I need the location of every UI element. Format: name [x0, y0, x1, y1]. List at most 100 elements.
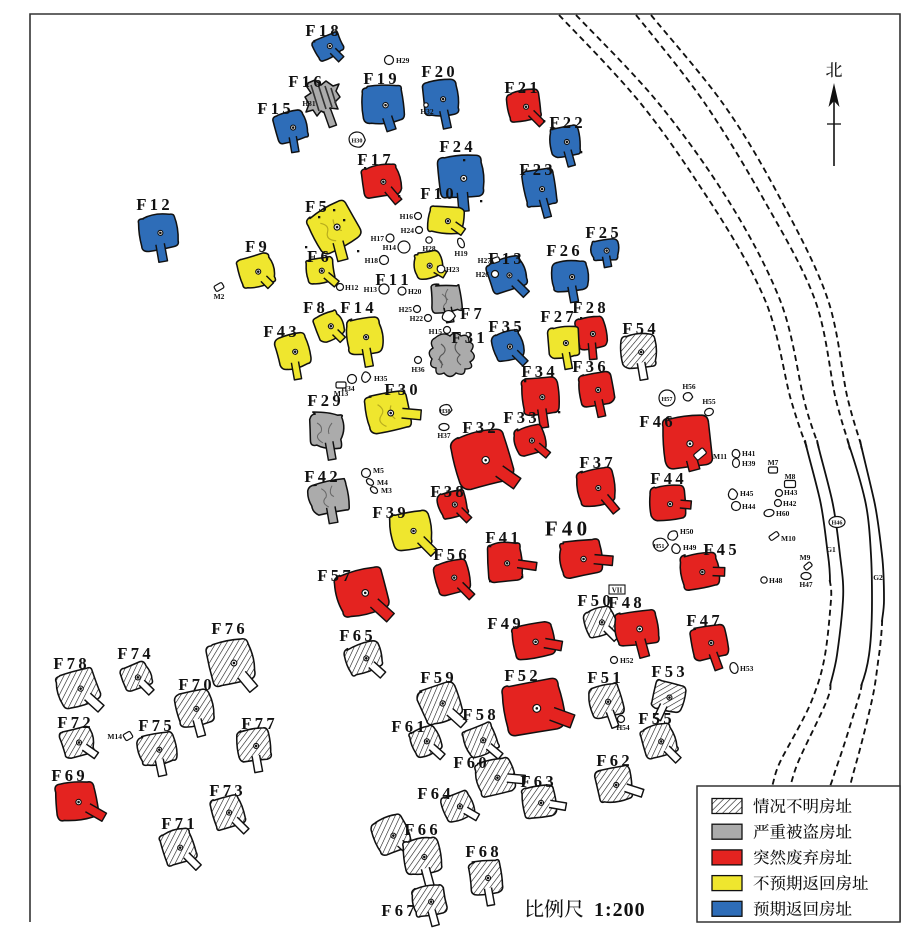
- svg-text:H28: H28: [422, 244, 436, 253]
- svg-text:F 3 9: F 3 9: [372, 503, 405, 522]
- svg-text:F 6 7: F 6 7: [381, 901, 414, 920]
- svg-text:H32: H32: [420, 107, 434, 116]
- svg-text:H12: H12: [345, 283, 359, 292]
- svg-text:F 7 0: F 7 0: [178, 675, 211, 694]
- svg-text:F 4 1: F 4 1: [485, 528, 518, 547]
- svg-text:F 4 3: F 4 3: [263, 322, 296, 341]
- svg-text:F 4 2: F 4 2: [304, 467, 337, 486]
- svg-text:F 3 2: F 3 2: [462, 418, 495, 437]
- svg-text:H34: H34: [341, 384, 355, 393]
- svg-text:F 4 8: F 4 8: [608, 593, 641, 612]
- svg-text:F 2 3: F 2 3: [519, 160, 552, 179]
- svg-text:F 9: F 9: [245, 237, 267, 256]
- svg-text:F 3 3: F 3 3: [503, 408, 536, 427]
- svg-text:F 2 1: F 2 1: [504, 78, 537, 97]
- svg-text:H29: H29: [396, 56, 410, 65]
- svg-text:M13: M13: [334, 389, 349, 398]
- svg-text:F 6 4: F 6 4: [417, 784, 450, 803]
- svg-text:F 2 7: F 2 7: [540, 307, 573, 326]
- svg-text:F 4 9: F 4 9: [487, 614, 520, 633]
- svg-text:H52: H52: [620, 656, 634, 665]
- svg-text:H46: H46: [831, 520, 842, 527]
- svg-text:F 1 0: F 1 0: [420, 184, 453, 203]
- svg-text:F 7 3: F 7 3: [209, 781, 242, 800]
- svg-text:H45: H45: [740, 489, 754, 498]
- svg-text:H50: H50: [680, 527, 694, 536]
- svg-text:M11: M11: [713, 452, 727, 461]
- svg-text:F 3 7: F 3 7: [579, 453, 612, 472]
- svg-text:H60: H60: [776, 509, 790, 518]
- svg-text:F 6 9: F 6 9: [51, 766, 84, 785]
- svg-text:H13: H13: [364, 285, 378, 294]
- svg-text:H42: H42: [783, 499, 797, 508]
- svg-text:H38: H38: [439, 408, 450, 415]
- svg-text:F 5 5: F 5 5: [638, 709, 671, 728]
- svg-text:F 7 8: F 7 8: [53, 654, 86, 673]
- svg-text:F 4 7: F 4 7: [686, 611, 719, 630]
- svg-text:H16: H16: [400, 212, 414, 221]
- svg-text:H18: H18: [365, 256, 379, 265]
- svg-text:M5: M5: [373, 466, 384, 475]
- svg-text:M14: M14: [107, 732, 122, 741]
- svg-text:G1: G1: [826, 545, 836, 554]
- svg-text:G2: G2: [873, 573, 883, 582]
- svg-text:F 6 2: F 6 2: [596, 751, 629, 770]
- svg-text:H17: H17: [371, 234, 385, 243]
- svg-text:F 1 2: F 1 2: [136, 195, 169, 214]
- svg-text:F 7: F 7: [460, 304, 482, 323]
- svg-text:F 2 5: F 2 5: [585, 223, 618, 242]
- svg-text:F 8: F 8: [303, 298, 325, 317]
- svg-text:H27: H27: [478, 256, 492, 265]
- svg-text:H48: H48: [769, 576, 783, 585]
- svg-text:H26: H26: [476, 270, 490, 279]
- svg-text:F 5 9: F 5 9: [420, 668, 453, 687]
- svg-text:F 5 2: F 5 2: [504, 666, 537, 685]
- svg-text:M10: M10: [781, 534, 796, 543]
- svg-text:H56: H56: [682, 382, 696, 391]
- svg-text:F 3 4: F 3 4: [521, 362, 554, 381]
- svg-text:H36: H36: [411, 365, 425, 374]
- svg-text:1:200: 1:200: [594, 899, 646, 921]
- svg-text:H51: H51: [653, 543, 664, 550]
- svg-text:F 1 3: F 1 3: [488, 249, 521, 268]
- svg-text:H41: H41: [742, 449, 756, 458]
- svg-text:F 7 6: F 7 6: [211, 619, 244, 638]
- svg-text:H35: H35: [374, 374, 388, 383]
- svg-text:H24: H24: [401, 226, 415, 235]
- svg-text:H53: H53: [740, 664, 754, 673]
- svg-text:F 6 3: F 6 3: [520, 772, 553, 791]
- svg-text:H43: H43: [784, 488, 798, 497]
- svg-text:F 2 6: F 2 6: [546, 241, 579, 260]
- svg-text:F 5 6: F 5 6: [433, 545, 466, 564]
- svg-text:M7: M7: [768, 458, 779, 467]
- svg-text:F 7 2: F 7 2: [57, 713, 90, 732]
- svg-text:F 2 9: F 2 9: [307, 391, 340, 410]
- svg-text:F 6 0: F 6 0: [453, 753, 486, 772]
- svg-text:H31: H31: [302, 99, 316, 108]
- svg-text:F 7 4: F 7 4: [117, 644, 150, 663]
- svg-text:H49: H49: [683, 543, 697, 552]
- svg-text:H57: H57: [661, 396, 672, 403]
- svg-text:VII: VII: [612, 587, 623, 595]
- svg-text:M9: M9: [800, 553, 811, 562]
- svg-text:F 4 0: F 4 0: [545, 517, 587, 541]
- svg-text:F 2 0: F 2 0: [421, 62, 454, 81]
- svg-text:F 1 9: F 1 9: [363, 69, 396, 88]
- svg-text:H22: H22: [410, 314, 424, 323]
- svg-text:M4: M4: [377, 478, 388, 487]
- svg-text:H55: H55: [702, 397, 716, 406]
- svg-text:H14: H14: [383, 243, 397, 252]
- svg-text:H37: H37: [437, 431, 451, 440]
- svg-text:H39: H39: [742, 459, 756, 468]
- svg-text:M3: M3: [381, 486, 392, 495]
- svg-text:H54: H54: [616, 723, 630, 732]
- svg-text:F 7 7: F 7 7: [241, 714, 274, 733]
- svg-text:F 2 8: F 2 8: [572, 298, 605, 317]
- svg-text:F 2 2: F 2 2: [549, 113, 582, 132]
- svg-text:F 3 5: F 3 5: [488, 317, 521, 336]
- svg-text:F 5 7: F 5 7: [317, 566, 350, 585]
- svg-text:F 5 0: F 5 0: [577, 591, 610, 610]
- svg-text:H19: H19: [454, 249, 468, 258]
- svg-text:F 7 5: F 7 5: [138, 716, 171, 735]
- svg-text:H30: H30: [351, 138, 362, 145]
